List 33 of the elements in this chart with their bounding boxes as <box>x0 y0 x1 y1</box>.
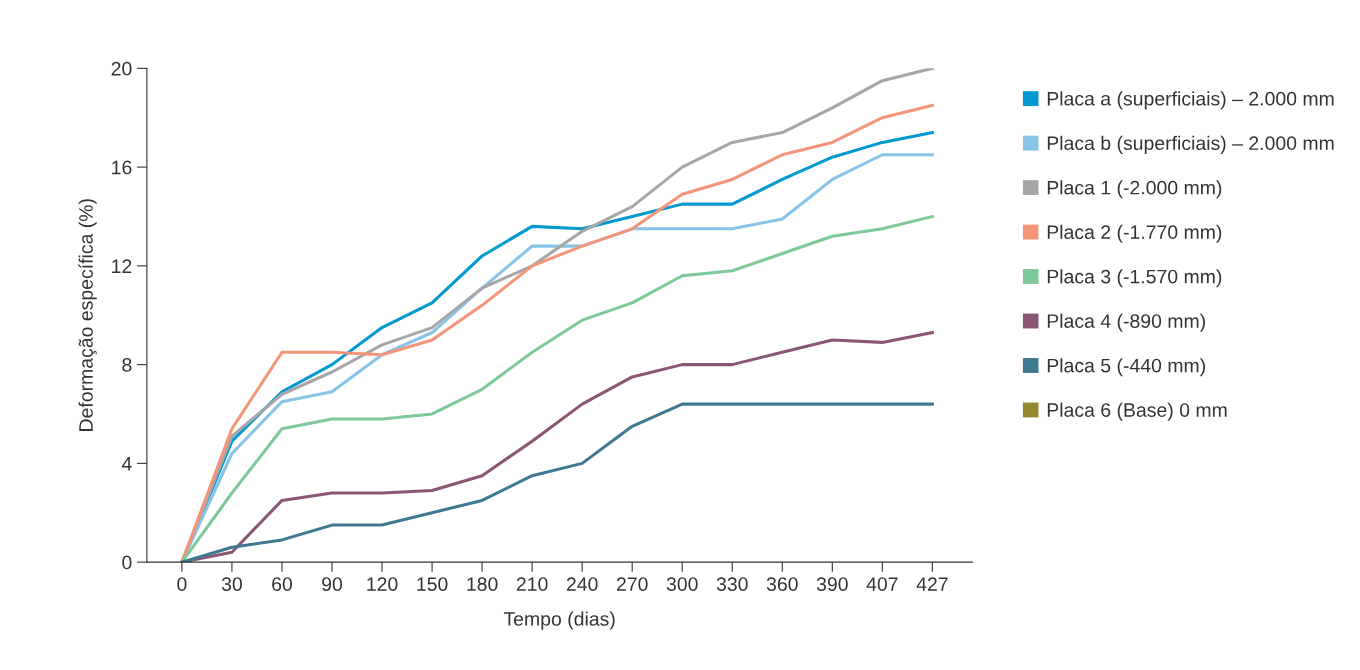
x-tick-label: 240 <box>566 577 598 591</box>
legend-label: Placa 6 (Base) 0 mm <box>1047 402 1227 421</box>
x-tick-label: 60 <box>272 577 293 591</box>
x-tick-label: 390 <box>816 577 848 591</box>
x-tick-label: 180 <box>467 577 498 591</box>
line-series <box>180 402 934 563</box>
legend-label: Placa 3 (-1.570 mm) <box>1047 269 1222 288</box>
x-tick-label: 120 <box>367 577 398 591</box>
x-axis-title: Tempo (dias) <box>503 611 615 630</box>
legend-label: Placa 4 (-890 mm) <box>1047 313 1205 332</box>
legend-label: Placa 5 (-440 mm) <box>1047 358 1205 377</box>
legend-label: Placa 2 (-1.770 mm) <box>1047 224 1222 243</box>
x-tick-label: 427 <box>916 577 948 591</box>
x-tick-label: 360 <box>766 577 798 591</box>
legend-label: Placa b (superficiais) – 2.000 mm <box>1047 135 1334 154</box>
x-tick-label: 210 <box>516 577 548 591</box>
x-tick-label: 330 <box>716 577 748 591</box>
y-tick-label: 0 <box>122 555 132 570</box>
y-tick-label: 16 <box>112 160 132 175</box>
y-tick-label: 20 <box>111 61 132 76</box>
x-tick-label: 90 <box>322 577 343 591</box>
y-tick-label: 4 <box>121 457 132 471</box>
legend-label: Placa 1 (-2.000 mm) <box>1047 180 1222 199</box>
x-tick-label: 300 <box>666 577 698 591</box>
legend-label: Placa a (superficiais) – 2.000 mm <box>1047 91 1334 110</box>
x-tick-label: 30 <box>221 577 242 591</box>
x-tick-label: 407 <box>866 577 898 591</box>
y-tick-label: 8 <box>122 358 132 372</box>
x-tick-label: 0 <box>177 577 187 591</box>
y-axis-title: Deformação específica (%) <box>78 199 97 431</box>
x-tick-label: 270 <box>616 577 648 591</box>
y-tick-label: 12 <box>112 259 132 273</box>
x-tick-label: 150 <box>417 577 448 591</box>
